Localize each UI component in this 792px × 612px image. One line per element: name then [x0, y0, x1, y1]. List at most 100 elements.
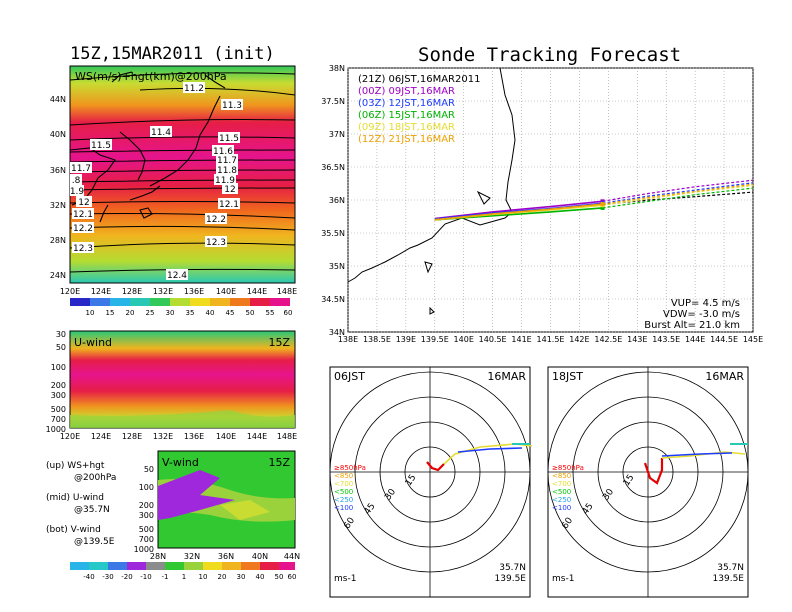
svg-text:200: 200	[51, 381, 66, 390]
hodo-trace-high	[457, 447, 523, 453]
lon-tick-label: 139E	[396, 335, 416, 344]
svg-text:@200hPa: @200hPa	[74, 473, 116, 483]
hodo-level-label: <100	[552, 504, 571, 512]
right-title: Sonde Tracking Forecast	[418, 44, 682, 66]
hodo-level-label: <100	[334, 504, 353, 512]
svg-text:20: 20	[126, 309, 135, 317]
svg-text:1000: 1000	[46, 425, 66, 434]
svg-text:120E: 120E	[60, 432, 80, 441]
burst-marker	[600, 201, 605, 206]
contour-label: 11.8	[216, 164, 238, 176]
svg-text:@35.7N: @35.7N	[74, 505, 110, 515]
svg-text:50: 50	[275, 573, 284, 581]
lat-tick-label: 35.5N	[321, 229, 345, 238]
svg-text:V-wind: V-wind	[162, 456, 199, 469]
hodo-level-label: <500	[552, 488, 571, 496]
svg-text:(21Z) 06JST,16MAR2011: (21Z) 06JST,16MAR2011	[358, 74, 480, 85]
svg-text:124E: 124E	[91, 432, 111, 441]
lon-tick-label: 138.5E	[363, 335, 391, 344]
svg-text:1000: 1000	[134, 545, 154, 554]
left-title: 15Z,15MAR2011 (init)	[70, 44, 275, 64]
hodo-level-label: <850	[334, 472, 353, 480]
svg-text:11.2: 11.2	[184, 84, 204, 94]
svg-text:11.9: 11.9	[215, 176, 235, 186]
contour-label: 11.2	[183, 82, 205, 94]
hodo-level-label: <700	[552, 480, 571, 488]
contour-label: 11.5	[90, 139, 112, 151]
hodo-unit: ms-1	[552, 574, 574, 584]
hodo-level-label: <250	[334, 496, 353, 504]
track-series-forecast	[602, 187, 754, 209]
contour-label: 11.4	[150, 126, 172, 138]
svg-text:@139.5E: @139.5E	[74, 537, 115, 547]
svg-text:11.3: 11.3	[222, 101, 242, 111]
svg-text:40: 40	[256, 573, 265, 581]
lon-tick-label: 142.5E	[594, 335, 622, 344]
hodo-lat: 35.7N	[717, 563, 744, 573]
contour-label: 12	[76, 196, 92, 208]
contour-label: 11.6	[212, 145, 234, 157]
lon-tick-label: 143.5E	[652, 335, 680, 344]
svg-text:(03Z) 12JST,16MAR: (03Z) 12JST,16MAR	[358, 98, 455, 109]
svg-text:15: 15	[106, 309, 115, 317]
contour-label: 11.7	[70, 162, 92, 174]
svg-text:132E: 132E	[153, 287, 173, 296]
svg-text:-40: -40	[83, 573, 94, 581]
svg-text:VUP= 4.5 m/s: VUP= 4.5 m/s	[671, 298, 740, 309]
svg-text:12.4: 12.4	[167, 271, 187, 281]
lon-tick-label: 140.5E	[479, 335, 507, 344]
ws-map-label: WS(m/s)+hgt(km)@200hPa	[75, 70, 227, 83]
svg-text:24N: 24N	[50, 271, 66, 280]
contour-label: 12.4	[166, 269, 188, 281]
svg-text:55: 55	[266, 309, 275, 317]
svg-text:148E: 148E	[277, 432, 297, 441]
contour-label: 11.5	[218, 132, 240, 144]
contour-label: 12.2	[72, 222, 94, 234]
hodo-time: 06JST	[334, 370, 365, 383]
svg-text:Burst Alt= 21.0 km: Burst Alt= 21.0 km	[644, 320, 740, 331]
svg-text:12.1: 12.1	[219, 200, 239, 210]
hodo-unit: ms-1	[334, 574, 356, 584]
v-colorbar: -40 -30 -20 -10 -1 1 10 20 30 40 50 60	[70, 562, 296, 581]
svg-text:-30: -30	[102, 573, 113, 581]
hodograph-right: 18JST 16MAR35.7N139.5Ems-115304560≥850hPa…	[547, 366, 749, 598]
svg-text:11.4: 11.4	[151, 128, 171, 138]
lon-tick-label: 140E	[454, 335, 474, 344]
svg-text:500: 500	[51, 405, 66, 414]
svg-text:100: 100	[139, 483, 154, 492]
svg-text:35: 35	[186, 309, 195, 317]
svg-text:50: 50	[144, 465, 154, 474]
hodo-date: 16MAR	[487, 370, 526, 383]
hodo-trace-low	[643, 458, 664, 485]
contour-label: 12.3	[72, 242, 94, 254]
lat-tick-label: 34.5N	[321, 295, 345, 304]
hodo-level-label: ≥850hPa	[552, 464, 584, 472]
svg-text:11.7: 11.7	[71, 164, 91, 174]
track-series-forecast	[602, 191, 754, 206]
svg-text:25: 25	[146, 309, 155, 317]
hodo-level-label: <850	[552, 472, 571, 480]
svg-text:30: 30	[166, 309, 175, 317]
svg-text:60: 60	[288, 573, 297, 581]
svg-text:148E: 148E	[277, 287, 297, 296]
svg-text:36N: 36N	[50, 166, 66, 175]
svg-text:(06Z) 15JST,16MAR: (06Z) 15JST,16MAR	[358, 110, 455, 121]
hodo-date: 16MAR	[705, 370, 744, 383]
svg-text:11.8: 11.8	[217, 166, 237, 176]
lat-tick-label: 36N	[329, 196, 345, 205]
svg-text:144E: 144E	[247, 287, 267, 296]
svg-text:11.5: 11.5	[91, 141, 111, 151]
svg-text:-20: -20	[121, 573, 132, 581]
track-series-line	[434, 200, 603, 220]
track-series-line	[434, 203, 603, 221]
contour-label: 1.9	[70, 185, 84, 197]
svg-text:40N: 40N	[50, 130, 66, 139]
lat-tick-label: 37.5N	[321, 97, 345, 106]
svg-text:12.1: 12.1	[73, 210, 93, 220]
lon-tick-label: 142E	[569, 335, 589, 344]
svg-text:(12Z) 21JST,16MAR: (12Z) 21JST,16MAR	[358, 134, 455, 145]
hodo-level-label: <700	[334, 480, 353, 488]
track-lat-ticks: 38N 37.5N 37N 36.5N 36N 35.5N 35N 34.5N 34N	[321, 64, 345, 337]
lat-tick-label: 35N	[329, 262, 345, 271]
contour-label: 11.7	[216, 154, 238, 166]
